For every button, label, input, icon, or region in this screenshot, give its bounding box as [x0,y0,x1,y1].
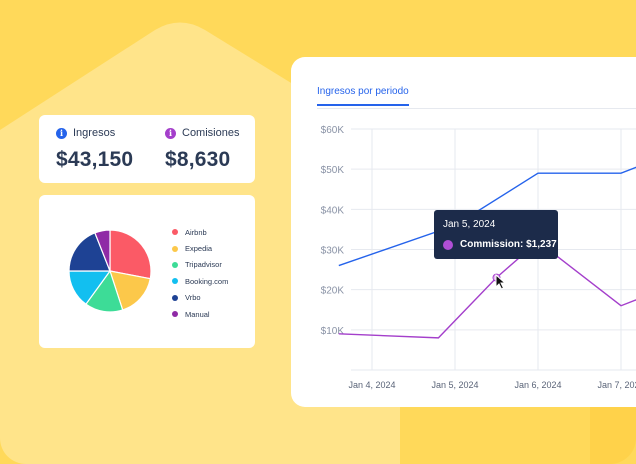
legend-item: Tripadvisor [172,257,228,273]
legend-label: Tripadvisor [185,260,222,270]
chart-tooltip: Jan 5, 2024 Commission: $1,237 [434,210,558,259]
legend-label: Expedia [185,244,213,254]
tab-ingresos-por-periodo[interactable]: Ingresos por periodo [317,86,409,106]
info-icon[interactable]: i [56,127,67,139]
series-color-dot [443,239,453,250]
legend-item: Airbnb [172,224,228,240]
y-tick-label: $30K [321,246,345,257]
x-tick-label: Jan 6, 2024 [514,380,561,390]
legend-item: Expedia [172,240,228,256]
stat-value: $8,630 [165,148,231,171]
pie-card: Airbnb Expedia Tripadvisor Booking.com Vrbo M… [39,195,255,348]
legend-color-dot [172,311,178,318]
legend-color-dot [172,261,178,268]
pie-chart [68,229,152,313]
legend-color-dot [172,245,178,252]
legend-item: Booking.com [172,273,228,289]
legend-color-dot [172,278,178,285]
y-tick-label: $60K [321,125,345,136]
info-icon[interactable]: i [165,127,176,139]
stat-value: $43,150 [56,148,134,171]
legend-color-dot [172,294,178,301]
legend-color-dot [172,229,178,236]
pie-slice-manual[interactable] [94,229,111,272]
y-tick-label: $50K [321,165,345,176]
tooltip-value: Commission: $1,237 [460,239,557,250]
legend-label: Vrbo [185,293,201,303]
stat-ingresos: i Ingresos $43,150 [56,127,133,172]
pie-slice-vrbo[interactable] [68,232,111,272]
y-tick-label: $10K [321,326,345,337]
mouse-cursor-icon [495,274,507,290]
y-tick-label: $20K [321,286,345,297]
tab-divider [317,108,636,109]
legend-item: Manual [172,306,228,322]
pie-legend: Airbnb Expedia Tripadvisor Booking.com Vrbo M… [172,224,228,322]
series-line-0[interactable] [338,157,636,267]
tooltip-date: Jan 5, 2024 [443,219,496,230]
y-tick-label: $40K [321,205,345,216]
x-tick-label: Jan 4, 2024 [348,380,395,390]
x-tick-label: Jan 7, 2024 [597,380,636,390]
legend-item: Vrbo [172,290,228,306]
stat-label: Ingresos [73,127,116,139]
pie-slice-airbnb[interactable] [109,229,152,280]
chart-card: Ingresos por periodo $60K $50K $40K $30K $20… [291,57,636,407]
stat-label: Comisiones [182,127,240,139]
legend-label: Airbnb [185,227,207,237]
stats-card: i Ingresos $43,150 i Comisiones $8,630 [39,115,255,183]
legend-label: Manual [185,309,210,319]
stat-comisiones: i Comisiones $8,630 [165,127,239,172]
series-line-1[interactable] [338,240,636,339]
legend-label: Booking.com [185,276,229,286]
x-tick-label: Jan 5, 2024 [431,380,478,390]
